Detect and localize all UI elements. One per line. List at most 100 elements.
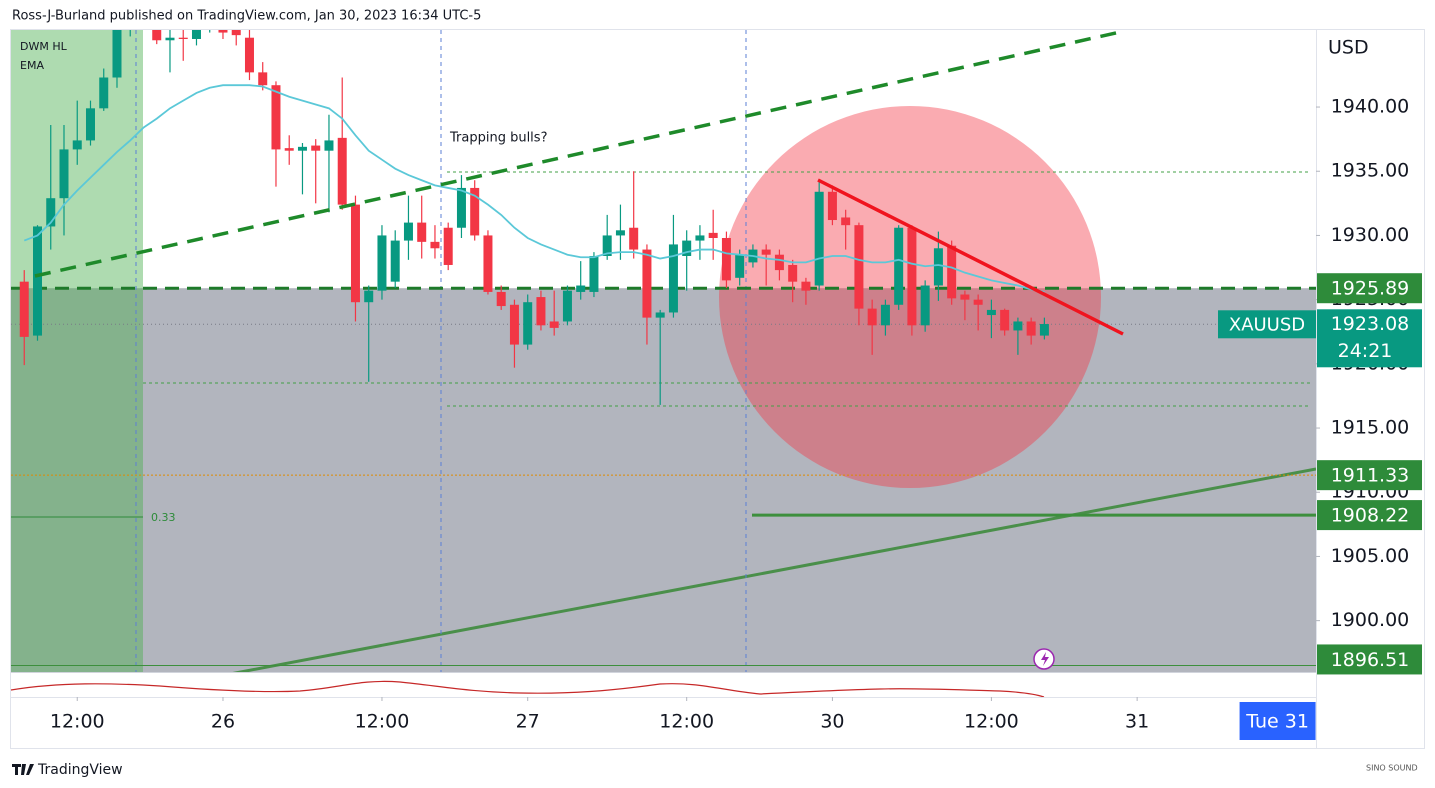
candle-body: [244, 37, 254, 73]
candle-body: [178, 37, 188, 39]
candle-body: [721, 238, 731, 281]
candle-body: [509, 304, 519, 345]
candle-body: [284, 148, 294, 151]
candle-body: [403, 222, 413, 241]
x-tick-label: 27: [516, 711, 540, 733]
brand: TradingView: [37, 762, 123, 778]
y-tick-label: 1935.00: [1331, 160, 1410, 182]
candle-body: [615, 230, 625, 236]
candle-body: [629, 227, 639, 250]
fib-label: 0.33: [151, 511, 176, 524]
candle-body: [986, 309, 996, 316]
candle-body: [1026, 321, 1036, 336]
candle-body: [231, 30, 241, 36]
candle-body: [324, 140, 334, 151]
indicator-label: EMA: [20, 59, 44, 72]
x-tick-label: 12:00: [355, 711, 410, 733]
x-tick-label: 12:00: [659, 711, 714, 733]
candle-body: [390, 240, 400, 282]
candle-body: [682, 240, 692, 256]
candle-body: [695, 235, 705, 241]
candle-body: [854, 225, 864, 309]
candle-body: [496, 291, 506, 307]
candle-body: [443, 227, 453, 265]
candle-body: [907, 227, 917, 326]
candle-body: [297, 146, 307, 151]
candle-body: [1000, 309, 1010, 331]
candle-body: [59, 149, 69, 199]
candle-body: [973, 299, 983, 305]
candle-body: [152, 30, 162, 41]
currency-label: USD: [1328, 37, 1369, 59]
candle-body: [1039, 324, 1049, 336]
last-price-box: [1317, 309, 1422, 368]
x-tick-label: 26: [211, 711, 235, 733]
candle-body: [32, 226, 42, 336]
x-tick-label: 12:00: [50, 711, 105, 733]
candle-body: [880, 304, 890, 326]
candle-body: [788, 264, 798, 282]
symbol-label: XAUUSD: [1229, 314, 1305, 335]
frame: [10, 29, 1425, 749]
x-tick-label: 12:00: [964, 711, 1019, 733]
candle-body: [536, 297, 546, 326]
candle-body: [165, 37, 175, 41]
candle-body: [801, 281, 811, 291]
candle-body: [337, 137, 347, 205]
candle-body: [271, 85, 281, 150]
y-tick-label: 1940.00: [1331, 96, 1410, 118]
candle-body: [364, 290, 374, 303]
level-zone: [11, 288, 1316, 672]
candle-body: [85, 108, 95, 141]
candle-body: [311, 145, 321, 151]
candle-body: [191, 30, 201, 39]
cursor-box: [1239, 702, 1316, 740]
candle-body: [218, 30, 228, 33]
watermark: SINO SOUND: [1366, 764, 1418, 773]
level-label: 1896.51: [1331, 649, 1410, 671]
candle-body: [761, 249, 771, 255]
candle-body: [668, 244, 678, 313]
candle-body: [960, 294, 970, 300]
level-label-box: [1317, 273, 1422, 304]
level-label-box: [1317, 644, 1422, 675]
drawings-top: [34, 30, 1124, 670]
annotation: Trapping bulls?: [449, 131, 547, 146]
support-trendline: [232, 467, 1316, 672]
candle-body: [642, 249, 652, 318]
x-tick-label: 30: [820, 711, 844, 733]
candle-body: [602, 235, 612, 256]
event-bolt: [1041, 652, 1049, 666]
candle-body: [827, 191, 837, 221]
x-tick-label: 31: [1125, 711, 1149, 733]
candle-body: [814, 191, 824, 286]
level-label: 1911.33: [1331, 465, 1410, 487]
candle-body: [258, 72, 268, 86]
candle-body: [841, 217, 851, 226]
candle-body: [19, 281, 29, 337]
candle-body: [549, 321, 559, 328]
descending-trendline: [817, 178, 1124, 336]
candle-body: [947, 245, 957, 299]
byline: Ross-J-Burland published on TradingView.…: [12, 9, 481, 24]
candle-body: [523, 302, 533, 345]
y-tick-label: 1915.00: [1331, 417, 1410, 439]
candle-body: [1013, 321, 1023, 331]
y-tick-label: 1900.00: [1331, 609, 1410, 631]
candle-body: [867, 308, 877, 326]
candle-body: [774, 254, 784, 271]
y-tick-label: 1905.00: [1331, 545, 1410, 567]
level-label: 1925.89: [1331, 278, 1410, 300]
last-price-label: 1923.08: [1331, 313, 1410, 335]
candle-body: [377, 235, 387, 291]
cursor-label: Tue 31: [1245, 711, 1309, 733]
resistance-trendline: [34, 30, 1121, 278]
y-tick-label: 1930.00: [1331, 224, 1410, 246]
candle-body: [46, 198, 56, 227]
candle-body: [708, 232, 718, 239]
symbol-box: [1218, 310, 1316, 339]
brand-logo: [12, 764, 34, 775]
ema-line: [23, 84, 1045, 293]
